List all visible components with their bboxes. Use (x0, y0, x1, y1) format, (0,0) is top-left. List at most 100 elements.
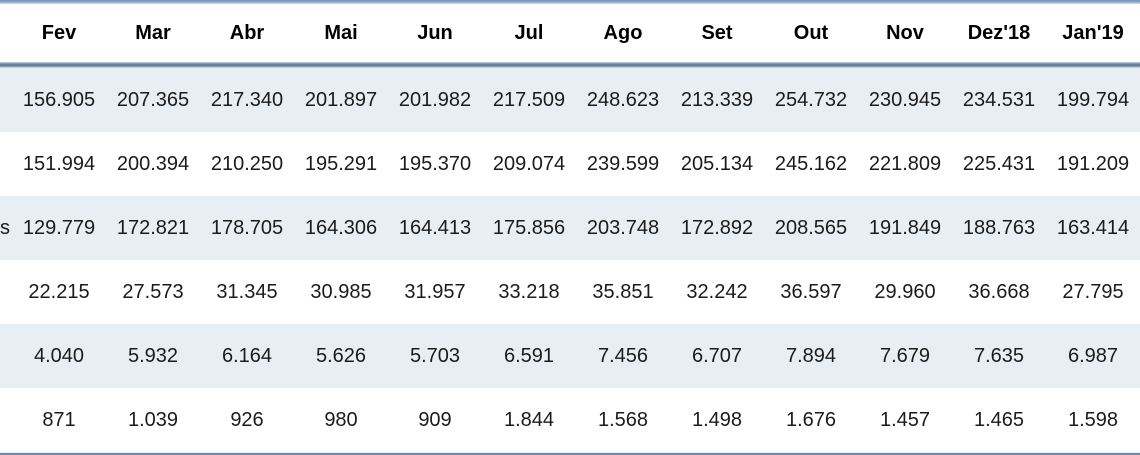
table-cell: 29.960 (858, 260, 952, 324)
row-label-fragment (0, 260, 12, 324)
table-cell: 980 (294, 388, 388, 452)
table-cell: 163.414 (1046, 196, 1140, 260)
table-cell: 164.306 (294, 196, 388, 260)
table-cell: 7.894 (764, 324, 858, 388)
table-cell: 5.626 (294, 324, 388, 388)
column-header: Out (764, 4, 858, 62)
table-cell: 6.707 (670, 324, 764, 388)
table-cell: 213.339 (670, 68, 764, 132)
table-row: s 129.779 172.821 178.705 164.306 164.413 175.… (0, 196, 1140, 260)
column-header: Fev (12, 4, 106, 62)
header-separator-line (0, 62, 1140, 68)
table-cell: 27.795 (1046, 260, 1140, 324)
table-cell: 178.705 (200, 196, 294, 260)
table-cell: 208.565 (764, 196, 858, 260)
table-cell: 230.945 (858, 68, 952, 132)
table-cell: 164.413 (388, 196, 482, 260)
table-cell: 30.985 (294, 260, 388, 324)
table-body: 156.905 207.365 217.340 201.897 201.982 217.5… (0, 68, 1140, 452)
column-header: Dez'18 (952, 4, 1046, 62)
table-cell: 36.668 (952, 260, 1046, 324)
table-cell: 7.456 (576, 324, 670, 388)
table-row: 871 1.039 926 980 909 1.844 1.568 1.498 1.676 1.4… (0, 388, 1140, 452)
row-label-header (0, 4, 12, 62)
table-row: 151.994 200.394 210.250 195.291 195.370 209.0… (0, 132, 1140, 196)
table-cell: 191.849 (858, 196, 952, 260)
table-cell: 32.242 (670, 260, 764, 324)
column-header: Mar (106, 4, 200, 62)
table-cell: 221.809 (858, 132, 952, 196)
column-header: Set (670, 4, 764, 62)
table-row: 156.905 207.365 217.340 201.897 201.982 217.5… (0, 68, 1140, 132)
column-header: Jan'19 (1046, 4, 1140, 62)
table-cell: 6.164 (200, 324, 294, 388)
table-cell: 245.162 (764, 132, 858, 196)
table-cell: 4.040 (12, 324, 106, 388)
table-cell: 201.982 (388, 68, 482, 132)
table-cell: 1.465 (952, 388, 1046, 452)
table-cell: 172.892 (670, 196, 764, 260)
column-header: Ago (576, 4, 670, 62)
header-row: Fev Mar Abr Mai Jun Jul Ago Set Out Nov Dez'18 Jan'… (0, 4, 1140, 62)
table-cell: 234.531 (952, 68, 1046, 132)
table-cell: 22.215 (12, 260, 106, 324)
data-table: Fev Mar Abr Mai Jun Jul Ago Set Out Nov Dez'18 Jan'… (0, 4, 1140, 452)
table-cell: 1.676 (764, 388, 858, 452)
table-cell: 871 (12, 388, 106, 452)
table-cell: 195.291 (294, 132, 388, 196)
table-cell: 5.932 (106, 324, 200, 388)
table-bottom-border (0, 452, 1140, 455)
table-cell: 31.957 (388, 260, 482, 324)
row-label-fragment: s (0, 196, 12, 260)
table-cell: 7.679 (858, 324, 952, 388)
table-cell: 207.365 (106, 68, 200, 132)
table-cell: 200.394 (106, 132, 200, 196)
table-cell: 1.598 (1046, 388, 1140, 452)
table-cell: 6.591 (482, 324, 576, 388)
table-cell: 151.994 (12, 132, 106, 196)
column-header: Jun (388, 4, 482, 62)
table-cell: 199.794 (1046, 68, 1140, 132)
table-cell: 203.748 (576, 196, 670, 260)
table-row: 22.215 27.573 31.345 30.985 31.957 33.218 35.8… (0, 260, 1140, 324)
row-label-fragment (0, 324, 12, 388)
table-cell: 36.597 (764, 260, 858, 324)
column-header: Jul (482, 4, 576, 62)
table-cell: 35.851 (576, 260, 670, 324)
table-cell: 1.844 (482, 388, 576, 452)
column-header: Abr (200, 4, 294, 62)
table-cell: 1.039 (106, 388, 200, 452)
table-cell: 217.340 (200, 68, 294, 132)
table-cell: 926 (200, 388, 294, 452)
table-cell: 129.779 (12, 196, 106, 260)
table-cell: 156.905 (12, 68, 106, 132)
table-cell: 195.370 (388, 132, 482, 196)
table-cell: 1.498 (670, 388, 764, 452)
row-label-fragment (0, 68, 12, 132)
table-cell: 205.134 (670, 132, 764, 196)
table-cell: 225.431 (952, 132, 1046, 196)
table-cell: 7.635 (952, 324, 1046, 388)
table-cell: 191.209 (1046, 132, 1140, 196)
table-cell: 248.623 (576, 68, 670, 132)
table-cell: 31.345 (200, 260, 294, 324)
table-cell: 33.218 (482, 260, 576, 324)
column-header: Nov (858, 4, 952, 62)
table-cell: 217.509 (482, 68, 576, 132)
table-cell: 188.763 (952, 196, 1046, 260)
table-cell: 209.074 (482, 132, 576, 196)
table-top-border (0, 0, 1140, 4)
table-cell: 175.856 (482, 196, 576, 260)
table-cell: 210.250 (200, 132, 294, 196)
header-separator (0, 62, 1140, 68)
table-cell: 254.732 (764, 68, 858, 132)
table-cell: 1.457 (858, 388, 952, 452)
table-cell: 201.897 (294, 68, 388, 132)
column-header: Mai (294, 4, 388, 62)
table-row: 4.040 5.932 6.164 5.626 5.703 6.591 7.456 6.707… (0, 324, 1140, 388)
table-cell: 172.821 (106, 196, 200, 260)
row-label-fragment (0, 132, 12, 196)
table-cell: 5.703 (388, 324, 482, 388)
table-cell: 27.573 (106, 260, 200, 324)
